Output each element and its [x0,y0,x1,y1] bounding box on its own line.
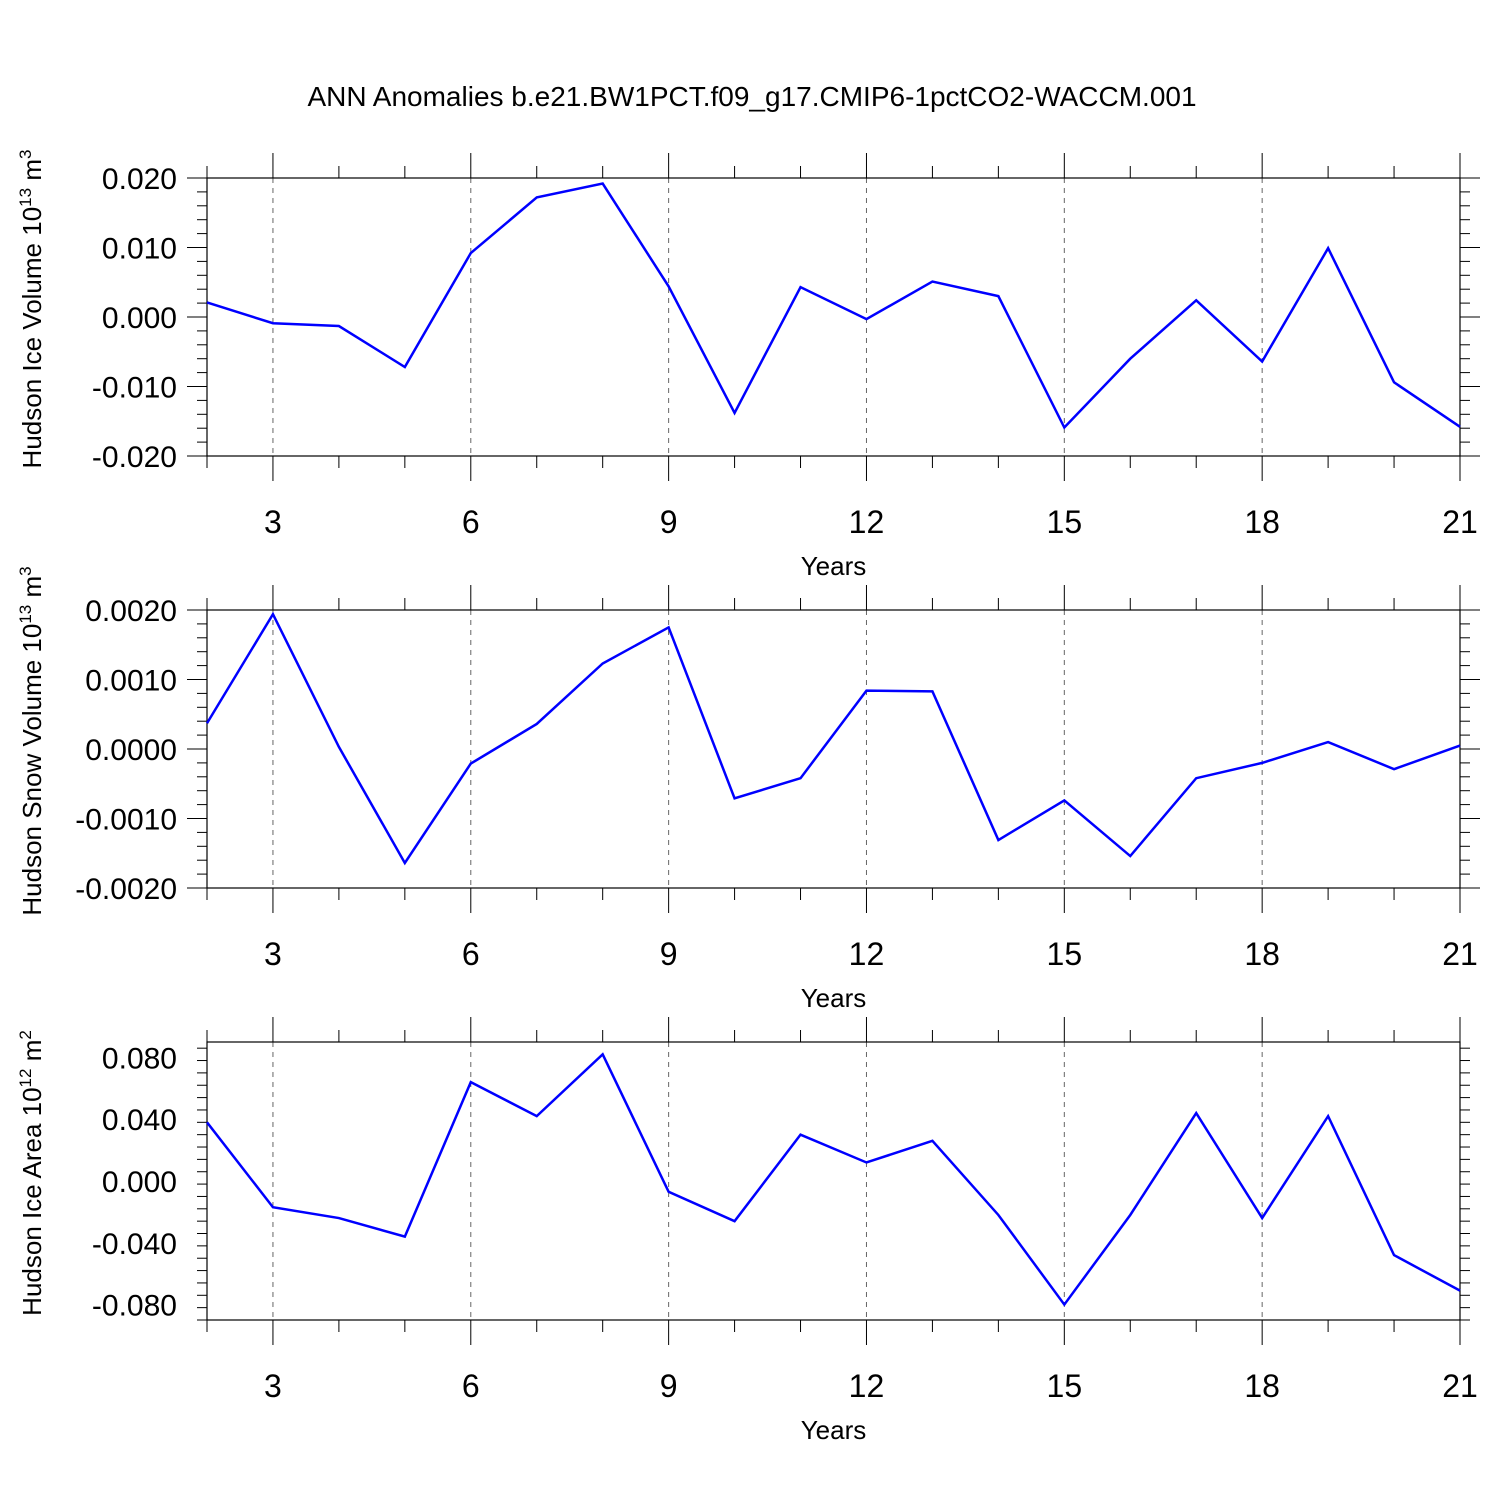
y-tick-label: 0.000 [102,302,177,335]
x-tick-label: 12 [849,1368,885,1404]
y-axis-label-unit-exponent: 3 [16,150,35,159]
y-tick-label: 0.0010 [85,665,177,698]
x-tick-label: 18 [1244,504,1280,540]
x-tick-label: 21 [1442,504,1478,540]
y-tick-label: 0.020 [102,163,177,196]
plot-frame [207,1042,1460,1320]
y-tick-label: 0.080 [102,1042,177,1075]
y-axis-label-unit: m [17,159,47,188]
y-axis-label: Hudson Snow Volume 1013 m3 [16,566,47,915]
y-axis-label-unit-exponent: 3 [16,566,35,575]
y-tick-label: 0.0020 [85,595,177,628]
y-axis-label: Hudson Ice Area 1012 m2 [16,1030,47,1316]
plot-frame [207,178,1460,456]
x-tick-label: 3 [264,1368,282,1404]
x-tick-label: 9 [660,504,678,540]
y-axis-label-exponent: 13 [16,605,35,624]
y-tick-label: -0.0020 [75,873,177,906]
x-axis-label: Years [801,983,867,1013]
y-tick-label: -0.020 [92,441,177,474]
y-tick-label: -0.040 [92,1228,177,1261]
y-axis-label-unit: m [17,576,47,605]
x-tick-label: 21 [1442,936,1478,972]
x-tick-label: 3 [264,504,282,540]
y-tick-label: -0.080 [92,1290,177,1323]
x-tick-label: 18 [1244,936,1280,972]
x-axis-label: Years [801,1415,867,1445]
y-tick-label: -0.0010 [75,804,177,837]
y-axis-label-exponent: 13 [16,188,35,207]
series-line [207,1054,1460,1304]
chart-panel-1: 0.020 0.010 0.000 -0.010 -0.020 3 6 9 12 15 18 21 Ye… [16,150,1480,581]
y-axis-label-exponent: 12 [16,1069,35,1088]
x-tick-label: 12 [849,936,885,972]
y-axis-label-unit: m [17,1040,47,1069]
y-axis-label-text: Hudson Ice Area 10 [17,1087,47,1315]
x-tick-label: 18 [1244,1368,1280,1404]
chart-title: ANN Anomalies b.e21.BW1PCT.f09_g17.CMIP6… [307,81,1196,112]
x-tick-label: 9 [660,1368,678,1404]
series-line [207,614,1460,863]
y-tick-label: 0.010 [102,233,177,266]
chart-panel-3: 0.080 0.040 0.000 -0.040 -0.080 3 6 9 12 15 18 21 Ye… [16,1017,1478,1445]
x-tick-label: 3 [264,936,282,972]
y-tick-label: -0.010 [92,372,177,405]
y-tick-label: 0.0000 [85,734,177,767]
y-tick-label: 0.040 [102,1104,177,1137]
x-tick-label: 15 [1047,1368,1083,1404]
x-tick-label: 21 [1442,1368,1478,1404]
y-axis-label-unit-exponent: 2 [16,1030,35,1039]
x-tick-label: 6 [462,1368,480,1404]
series-line [207,184,1460,428]
y-tick-label: 0.000 [102,1166,177,1199]
x-tick-label: 6 [462,504,480,540]
x-axis-label: Years [801,551,867,581]
y-axis-label: Hudson Ice Volume 1013 m3 [16,150,47,469]
x-tick-label: 15 [1047,504,1083,540]
y-axis-label-text: Hudson Snow Volume 10 [17,624,47,916]
x-tick-label: 12 [849,504,885,540]
x-tick-label: 6 [462,936,480,972]
x-tick-label: 15 [1047,936,1083,972]
chart-panel-2: 0.0020 0.0010 0.0000 -0.0010 -0.0020 3 6 9 12 15 1… [16,566,1480,1013]
x-tick-label: 9 [660,936,678,972]
y-axis-label-text: Hudson Ice Volume 10 [17,207,47,469]
